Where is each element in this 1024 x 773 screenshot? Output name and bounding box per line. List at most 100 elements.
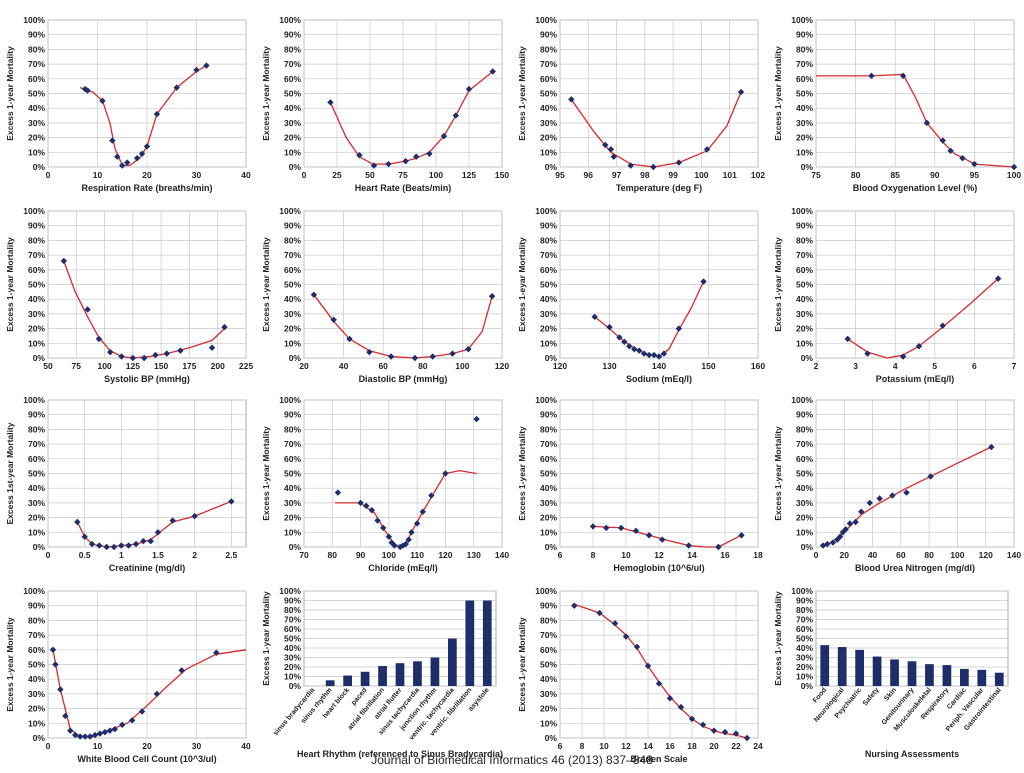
chart-panel: 0% 10% 20% 30% 40% 50% 60% 70% 80% 90% 100% Excess … [0,571,256,764]
chart-svg: 0%10%20%30%40%50%60%70%80%90%100%Excess … [517,206,765,384]
y-tick-label: 100% [23,586,45,596]
x-axis-label: Respiration Rate (breaths/min) [81,183,212,193]
y-tick-label: 20% [540,133,557,143]
data-point [655,680,663,687]
x-tick-label: 160 [751,361,765,371]
data-point [721,728,729,736]
y-tick-label: 50% [540,280,557,290]
y-axis-label: Excess 1-year Mortality [5,617,15,712]
x-tick-label: 99 [668,170,678,180]
data-point [715,543,722,551]
y-tick-label: 50% [28,469,45,479]
y-tick-label: 90% [28,410,45,420]
x-axis-label: Nursing Assessments [865,749,959,759]
chart-panel: 0% 10% 20% 30% 40% 50% 60% 70% 80% 90% 100% Excess … [256,191,512,384]
x-tick-label: 20 [709,741,719,751]
y-tick-label: 60% [796,454,813,464]
x-tick-label: 2.5 [225,550,237,560]
y-axis-label: Excess 1-year Mortality [5,237,15,332]
chart-svg: 0%10%20%30%40%50%60%70%80%90%100%Excess … [773,395,1021,573]
y-tick-label: 20% [28,513,45,523]
x-tick-label: 7 [1012,361,1017,371]
y-tick-label: 80% [284,605,301,615]
data-point [72,731,79,739]
y-tick-label: 50% [796,89,813,99]
data-point [829,539,837,546]
y-tick-label: 40% [28,483,45,493]
y-tick-label: 0% [289,681,302,691]
data-point [465,85,473,93]
data-point [357,499,364,507]
y-tick-label: 60% [28,645,45,655]
x-tick-label: 0 [46,550,51,560]
x-axis-label: Blood Oxygenation Level (%) [853,183,978,193]
data-point [413,153,420,160]
x-tick-label: 100 [97,361,111,371]
data-point [178,667,185,674]
y-axis-label: Excess 1-year Mortality [261,426,271,521]
y-tick-label: 70% [284,439,301,449]
fit-curve [847,278,999,359]
y-tick-label: 0% [289,353,302,363]
data-point [153,110,161,118]
x-tick-label: 20 [299,361,309,371]
y-tick-label: 20% [540,324,557,334]
y-tick-label: 60% [28,454,45,464]
y-tick-label: 30% [28,118,45,128]
y-tick-label: 30% [28,689,45,699]
y-tick-label: 20% [796,662,813,672]
y-tick-label: 30% [284,309,301,319]
y-axis-label: Excess 1-year Mortality [773,426,783,521]
data-point [107,348,114,356]
bar [430,657,440,686]
y-tick-label: 0% [33,162,46,172]
x-tick-label: 2 [814,361,819,371]
y-tick-label: 0% [289,542,302,552]
y-tick-label: 0% [545,353,558,363]
data-point [334,489,342,496]
data-point [163,350,170,357]
data-point [191,512,198,520]
x-tick-label: 102 [751,170,765,180]
x-tick-label: 20 [142,741,152,751]
data-point [99,97,106,105]
y-tick-label: 30% [796,309,813,319]
y-tick-label: 70% [796,250,813,260]
data-point [101,728,109,736]
citation-caption: Journal of Biomedical Informatics 46 (20… [371,753,653,767]
y-tick-label: 50% [796,634,813,644]
x-tick-label: 40 [241,170,251,180]
data-point [419,508,426,515]
bar [872,656,882,686]
x-tick-label: 4 [893,361,898,371]
y-tick-label: 50% [540,89,557,99]
data-point [152,351,159,359]
x-tick-label: 75 [398,170,408,180]
y-tick-label: 40% [28,674,45,684]
y-tick-label: 60% [796,624,813,634]
y-tick-label: 70% [28,630,45,640]
chart-svg: 0%10%20%30%40%50%60%70%80%90%100%Excess … [773,586,1009,759]
bar [325,680,335,686]
y-tick-label: 30% [540,118,557,128]
y-axis-label: Excess 1-year Mortality [261,591,271,686]
data-point [631,345,638,353]
x-tick-label: 10 [599,741,609,751]
chart-panel: 0% 10% 20% 30% 40% 50% 60% 70% 80% 90% 100% Excess … [768,0,1024,193]
y-tick-label: 10% [796,338,813,348]
y-tick-label: 0% [801,681,814,691]
data-point [140,537,147,545]
data-point [440,132,448,140]
data-point [203,62,210,69]
x-tick-label: 100 [694,170,708,180]
y-tick-label: 50% [796,469,813,479]
y-tick-label: 90% [284,30,301,40]
x-tick-label: 1 [119,550,124,560]
y-tick-label: 80% [796,44,813,54]
y-tick-label: 10% [28,527,45,537]
y-tick-label: 100% [23,395,45,405]
y-tick-label: 60% [540,645,557,655]
x-tick-label: 40 [241,741,251,751]
x-tick-label: 100 [1007,170,1021,180]
